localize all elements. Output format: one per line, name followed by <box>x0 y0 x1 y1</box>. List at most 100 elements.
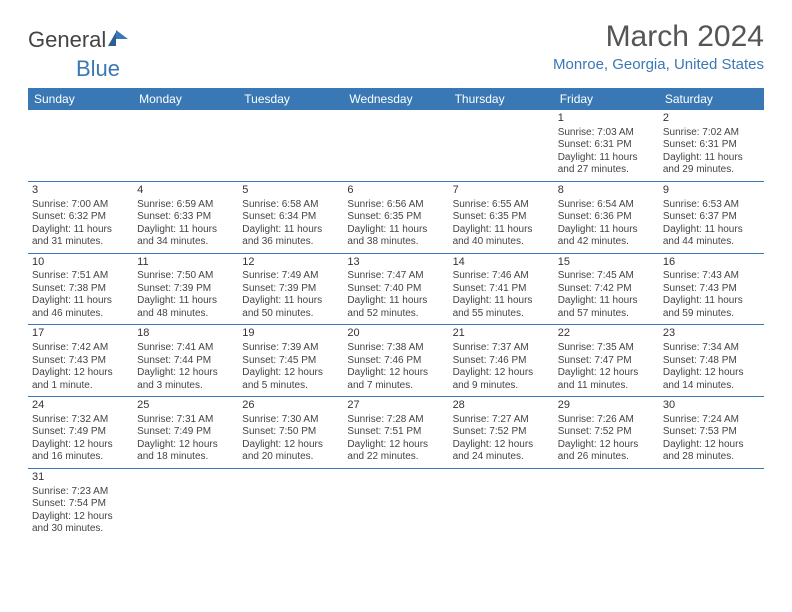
daylight-line: Daylight: 12 hours and 26 minutes. <box>558 439 655 464</box>
day-number: 30 <box>663 399 760 413</box>
sunrise-line: Sunrise: 7:03 AM <box>558 127 655 140</box>
day-cell: 31Sunrise: 7:23 AMSunset: 7:54 PMDayligh… <box>28 468 133 539</box>
month-title: March 2024 <box>553 20 764 54</box>
day-info: Sunrise: 7:37 AMSunset: 7:46 PMDaylight:… <box>453 342 550 392</box>
day-number: 13 <box>347 256 444 270</box>
sunset-line: Sunset: 7:43 PM <box>663 283 760 296</box>
day-number: 8 <box>558 184 655 198</box>
daylight-line: Daylight: 11 hours and 50 minutes. <box>242 295 339 320</box>
day-cell: 9Sunrise: 6:53 AMSunset: 6:37 PMDaylight… <box>659 181 764 253</box>
day-cell: 11Sunrise: 7:50 AMSunset: 7:39 PMDayligh… <box>133 253 238 325</box>
calendar-row: 24Sunrise: 7:32 AMSunset: 7:49 PMDayligh… <box>28 397 764 469</box>
daylight-line: Daylight: 12 hours and 28 minutes. <box>663 439 760 464</box>
day-info: Sunrise: 7:50 AMSunset: 7:39 PMDaylight:… <box>137 270 234 320</box>
daylight-line: Daylight: 12 hours and 3 minutes. <box>137 367 234 392</box>
sunset-line: Sunset: 6:36 PM <box>558 211 655 224</box>
weekday-header: Tuesday <box>238 88 343 110</box>
sunset-line: Sunset: 7:38 PM <box>32 283 129 296</box>
day-info: Sunrise: 7:24 AMSunset: 7:53 PMDaylight:… <box>663 414 760 464</box>
day-cell: 13Sunrise: 7:47 AMSunset: 7:40 PMDayligh… <box>343 253 448 325</box>
day-info: Sunrise: 7:41 AMSunset: 7:44 PMDaylight:… <box>137 342 234 392</box>
sunrise-line: Sunrise: 7:34 AM <box>663 342 760 355</box>
day-cell: 18Sunrise: 7:41 AMSunset: 7:44 PMDayligh… <box>133 325 238 397</box>
sunrise-line: Sunrise: 7:28 AM <box>347 414 444 427</box>
day-number: 6 <box>347 184 444 198</box>
day-info: Sunrise: 7:42 AMSunset: 7:43 PMDaylight:… <box>32 342 129 392</box>
sunset-line: Sunset: 7:44 PM <box>137 355 234 368</box>
daylight-line: Daylight: 11 hours and 48 minutes. <box>137 295 234 320</box>
sunset-line: Sunset: 6:35 PM <box>453 211 550 224</box>
daylight-line: Daylight: 12 hours and 18 minutes. <box>137 439 234 464</box>
day-number: 18 <box>137 327 234 341</box>
sunrise-line: Sunrise: 7:32 AM <box>32 414 129 427</box>
sunrise-line: Sunrise: 7:00 AM <box>32 199 129 212</box>
header: General Blue March 2024 Monroe, Georgia,… <box>28 20 764 82</box>
sunrise-line: Sunrise: 6:58 AM <box>242 199 339 212</box>
calendar-row: 3Sunrise: 7:00 AMSunset: 6:32 PMDaylight… <box>28 181 764 253</box>
weekday-header: Saturday <box>659 88 764 110</box>
sunset-line: Sunset: 7:51 PM <box>347 426 444 439</box>
sunrise-line: Sunrise: 6:55 AM <box>453 199 550 212</box>
sunset-line: Sunset: 7:41 PM <box>453 283 550 296</box>
day-number: 10 <box>32 256 129 270</box>
day-info: Sunrise: 7:32 AMSunset: 7:49 PMDaylight:… <box>32 414 129 464</box>
day-number: 26 <box>242 399 339 413</box>
sunrise-line: Sunrise: 7:46 AM <box>453 270 550 283</box>
day-number: 17 <box>32 327 129 341</box>
day-cell: 23Sunrise: 7:34 AMSunset: 7:48 PMDayligh… <box>659 325 764 397</box>
empty-cell <box>554 468 659 539</box>
day-info: Sunrise: 7:23 AMSunset: 7:54 PMDaylight:… <box>32 486 129 536</box>
day-info: Sunrise: 7:28 AMSunset: 7:51 PMDaylight:… <box>347 414 444 464</box>
weekday-header: Sunday <box>28 88 133 110</box>
day-cell: 12Sunrise: 7:49 AMSunset: 7:39 PMDayligh… <box>238 253 343 325</box>
flag-icon <box>108 26 130 52</box>
day-cell: 2Sunrise: 7:02 AMSunset: 6:31 PMDaylight… <box>659 110 764 181</box>
day-cell: 20Sunrise: 7:38 AMSunset: 7:46 PMDayligh… <box>343 325 448 397</box>
brand-logo: General Blue <box>28 20 130 82</box>
day-number: 19 <box>242 327 339 341</box>
sunset-line: Sunset: 7:54 PM <box>32 498 129 511</box>
daylight-line: Daylight: 11 hours and 44 minutes. <box>663 224 760 249</box>
sunset-line: Sunset: 7:43 PM <box>32 355 129 368</box>
sunset-line: Sunset: 7:50 PM <box>242 426 339 439</box>
sunset-line: Sunset: 7:53 PM <box>663 426 760 439</box>
daylight-line: Daylight: 12 hours and 20 minutes. <box>242 439 339 464</box>
calendar-row: 31Sunrise: 7:23 AMSunset: 7:54 PMDayligh… <box>28 468 764 539</box>
sunset-line: Sunset: 7:49 PM <box>32 426 129 439</box>
day-info: Sunrise: 7:47 AMSunset: 7:40 PMDaylight:… <box>347 270 444 320</box>
day-cell: 8Sunrise: 6:54 AMSunset: 6:36 PMDaylight… <box>554 181 659 253</box>
day-cell: 17Sunrise: 7:42 AMSunset: 7:43 PMDayligh… <box>28 325 133 397</box>
daylight-line: Daylight: 12 hours and 30 minutes. <box>32 511 129 536</box>
day-number: 14 <box>453 256 550 270</box>
day-cell: 28Sunrise: 7:27 AMSunset: 7:52 PMDayligh… <box>449 397 554 469</box>
daylight-line: Daylight: 11 hours and 29 minutes. <box>663 152 760 177</box>
sunset-line: Sunset: 7:47 PM <box>558 355 655 368</box>
day-number: 5 <box>242 184 339 198</box>
day-cell: 29Sunrise: 7:26 AMSunset: 7:52 PMDayligh… <box>554 397 659 469</box>
empty-cell <box>133 468 238 539</box>
sunrise-line: Sunrise: 7:24 AM <box>663 414 760 427</box>
sunrise-line: Sunrise: 7:23 AM <box>32 486 129 499</box>
sunset-line: Sunset: 7:52 PM <box>453 426 550 439</box>
sunrise-line: Sunrise: 7:47 AM <box>347 270 444 283</box>
day-number: 22 <box>558 327 655 341</box>
sunrise-line: Sunrise: 7:37 AM <box>453 342 550 355</box>
sunrise-line: Sunrise: 6:56 AM <box>347 199 444 212</box>
empty-cell <box>28 110 133 181</box>
daylight-line: Daylight: 12 hours and 7 minutes. <box>347 367 444 392</box>
empty-cell <box>238 468 343 539</box>
weekday-header: Wednesday <box>343 88 448 110</box>
sunset-line: Sunset: 7:49 PM <box>137 426 234 439</box>
day-info: Sunrise: 7:03 AMSunset: 6:31 PMDaylight:… <box>558 127 655 177</box>
sunset-line: Sunset: 7:39 PM <box>137 283 234 296</box>
empty-cell <box>238 110 343 181</box>
day-number: 24 <box>32 399 129 413</box>
daylight-line: Daylight: 11 hours and 31 minutes. <box>32 224 129 249</box>
day-number: 7 <box>453 184 550 198</box>
day-info: Sunrise: 7:00 AMSunset: 6:32 PMDaylight:… <box>32 199 129 249</box>
day-cell: 15Sunrise: 7:45 AMSunset: 7:42 PMDayligh… <box>554 253 659 325</box>
day-cell: 30Sunrise: 7:24 AMSunset: 7:53 PMDayligh… <box>659 397 764 469</box>
daylight-line: Daylight: 12 hours and 1 minute. <box>32 367 129 392</box>
day-cell: 26Sunrise: 7:30 AMSunset: 7:50 PMDayligh… <box>238 397 343 469</box>
day-info: Sunrise: 7:02 AMSunset: 6:31 PMDaylight:… <box>663 127 760 177</box>
